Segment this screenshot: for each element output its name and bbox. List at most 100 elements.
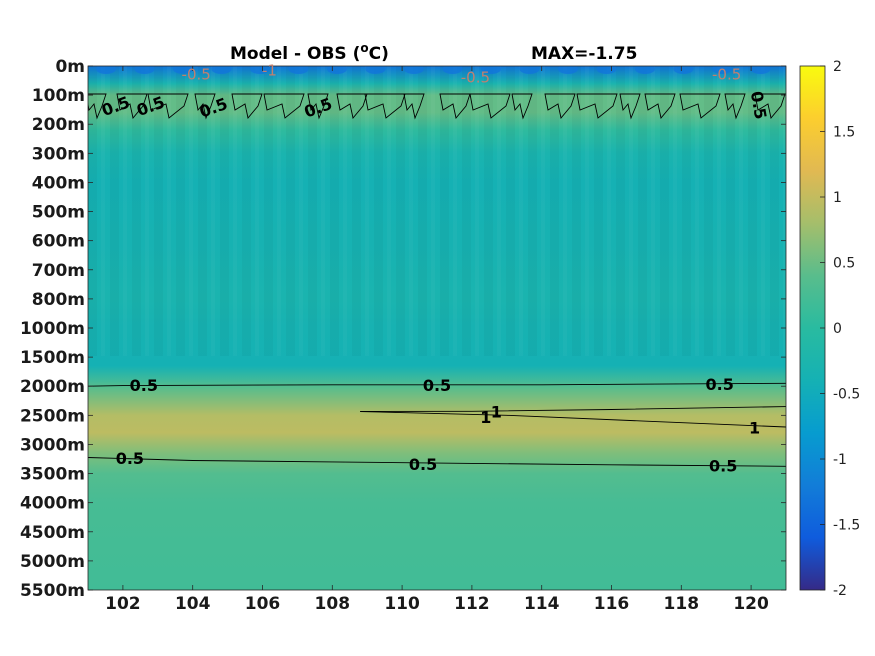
contour-1-top (360, 406, 786, 412)
surface-cold-cell (250, 66, 270, 74)
contour-0.5-shallow (194, 93, 216, 120)
y-tick-label: 700m (32, 261, 85, 281)
contour-0.5-shallow (469, 93, 511, 119)
y-tick-label: 5000m (20, 552, 85, 572)
surface-cold-cell (96, 66, 116, 74)
colorbar-tick-label: 0.5 (833, 256, 855, 272)
y-tick-label: 500m (32, 203, 85, 223)
surface-cold-cell (481, 66, 501, 74)
surface-cold-cell (635, 66, 655, 74)
contour-0.5-shallow (116, 93, 148, 119)
surface-cold-cell (134, 66, 155, 74)
surface-cold-cell (596, 66, 617, 74)
surface-cold-cell (442, 66, 463, 74)
contour-label: -0.5 (712, 66, 741, 84)
contour-0.5-shallow (576, 93, 618, 119)
colorbar: 2 1.5 1 0.5 0 -0.5 -1 -1.5 -2 (799, 59, 860, 599)
contour-0.5-shallow (724, 93, 746, 120)
contour-label: -0.5 (182, 66, 211, 84)
y-tick-label: 2000m (20, 377, 85, 397)
contour-0.5-shallow (307, 93, 329, 120)
contour-label: 1 (491, 402, 502, 421)
y-tick-label: 2500m (20, 406, 85, 426)
y-tick-label: 100m (32, 86, 85, 106)
surface-cold-cell (404, 66, 424, 74)
x-axis: 102 104 106 108 110 112 114 116 118 120 (105, 66, 769, 614)
x-tick-label: 106 (245, 594, 281, 614)
contour-0.5-shallow (147, 93, 189, 119)
contour-1-bottom (360, 411, 786, 428)
colorbar-tick-label: -1.5 (833, 518, 860, 534)
surface-cold-cell (173, 66, 193, 74)
x-tick-label: 114 (524, 594, 560, 614)
contour-0.5-shallow (644, 93, 676, 119)
x-tick-label: 116 (594, 594, 630, 614)
x-tick-label: 112 (454, 594, 490, 614)
contour-0.5-shallow (619, 93, 641, 120)
contour-label: 0.5 (130, 376, 158, 395)
colorbar-ticks: 2 1.5 1 0.5 0 -0.5 -1 -1.5 -2 (820, 59, 860, 599)
colorbar-tick-label: -2 (833, 583, 847, 599)
heatmap-area (88, 66, 786, 590)
y-tick-label: 4500m (20, 523, 85, 543)
chart-max-label: MAX=-1.75 (531, 44, 637, 64)
surface-cold-cell (673, 66, 694, 74)
y-tick-label: 1000m (20, 319, 85, 339)
colorbar-tick-label: -1 (833, 452, 847, 468)
y-tick-label: 400m (32, 173, 85, 193)
y-tick-label: 5500m (20, 581, 85, 601)
contour-lines (88, 382, 786, 467)
colorbar-tick-label: -0.5 (833, 387, 860, 403)
contour-label: -1 (262, 61, 277, 79)
contour-0.5-shallow (88, 93, 107, 120)
y-tick-label: 4000m (20, 494, 85, 514)
surface-cold-cell (750, 66, 771, 74)
colorbar-tick-label: 2 (833, 59, 842, 75)
surface-cold-cell (558, 66, 578, 74)
contour-0.5-shallow (511, 93, 533, 120)
y-tick-label: 800m (32, 290, 85, 310)
contour-0.5-shallow (754, 93, 786, 119)
y-tick-label: 3000m (20, 435, 85, 455)
y-tick-label: 200m (32, 115, 85, 135)
contour-label: 0.5 (423, 376, 451, 395)
contour-label: -0.5 (461, 69, 490, 87)
contour-label: 0.5 (747, 90, 771, 121)
y-tick-label: 600m (32, 232, 85, 252)
surface-cold-cell (712, 66, 732, 74)
chart-title: Model - OBS (oC) (230, 41, 389, 64)
y-tick-label: 300m (32, 144, 85, 164)
colorbar-tick-label: 1.5 (833, 125, 855, 141)
contour-0.5-upper (88, 382, 786, 387)
surface-cold-cell (211, 66, 232, 74)
contour-label: 0.5 (706, 375, 734, 394)
heatmap-texture (88, 66, 786, 356)
x-tick-label: 108 (315, 594, 351, 614)
contour-label: 1 (480, 408, 491, 427)
x-tick-label: 102 (105, 594, 141, 614)
contour-0.5-shallow (403, 93, 425, 120)
contour-0.5-shallow (231, 93, 263, 119)
y-tick-label: 0m (55, 57, 85, 77)
contour-label: 0.5 (709, 456, 737, 475)
surface-cold-cell (519, 66, 540, 74)
surface-cold-cell (365, 66, 386, 74)
x-tick-label: 104 (175, 594, 211, 614)
x-tick-label: 118 (664, 594, 700, 614)
contour-0.5-shallow (544, 93, 576, 119)
contour-label: 0.5 (116, 449, 144, 468)
contour-0.5-shallow (679, 93, 721, 119)
colorbar-tick-label: 0 (833, 321, 842, 337)
contour-label: 1 (749, 418, 760, 437)
colorbar-tick-label: 1 (833, 190, 842, 206)
y-tick-label: 1500m (20, 348, 85, 368)
surface-cold-cell (327, 66, 347, 74)
contour-0.5-shallow (263, 93, 305, 119)
y-tick-label: 3500m (20, 465, 85, 485)
y-axis: 0m 100m 200m 300m 400m 500m 600m 700m 800m 1000m 1… (20, 57, 786, 601)
x-tick-label: 110 (384, 594, 420, 614)
surface-cold-cell (288, 66, 309, 74)
x-tick-label: 120 (733, 594, 769, 614)
contour-label: 0.5 (409, 455, 437, 474)
